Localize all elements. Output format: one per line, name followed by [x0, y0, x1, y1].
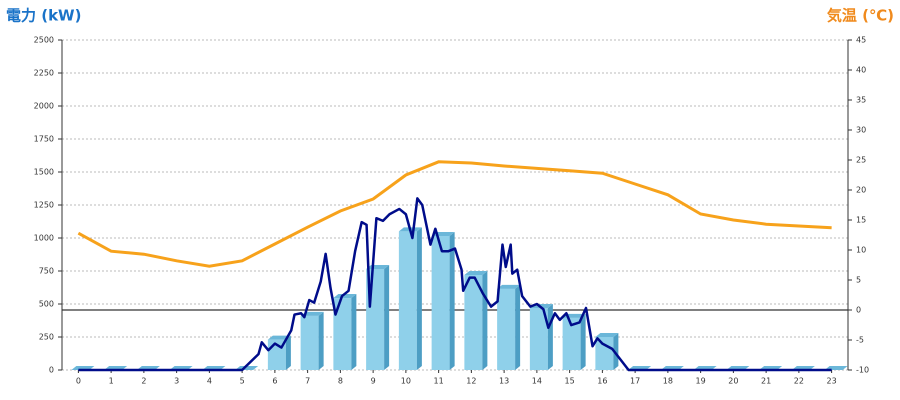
y-axis-title: 電力 (kW) — [6, 7, 81, 25]
bar-top — [497, 284, 521, 289]
y-tick-label: 250 — [39, 333, 54, 342]
x-tick-label: 4 — [207, 377, 212, 386]
bar — [300, 315, 319, 370]
temperature-line — [77, 160, 832, 268]
x-tick-label: 1 — [109, 377, 114, 386]
bar-side — [580, 313, 586, 370]
bar — [398, 231, 417, 370]
x-tick-label: 5 — [240, 377, 245, 386]
bar — [595, 337, 614, 370]
x-tick-label: 19 — [696, 377, 706, 386]
y2-axis-title: 気温 (℃) — [827, 7, 894, 25]
y2-tick-label: 5 — [856, 276, 861, 285]
y-tick-label: 500 — [39, 300, 54, 309]
x-tick-label: 6 — [272, 377, 277, 386]
y2-tick-label: 35 — [856, 96, 866, 105]
x-tick-label: 3 — [174, 377, 179, 386]
x-tick-label: 0 — [76, 377, 81, 386]
y2-tick-label: 20 — [856, 186, 866, 195]
y-tick-label: 1000 — [34, 234, 54, 243]
bar-side — [547, 303, 553, 370]
y2-tick-label: 25 — [856, 156, 866, 165]
bar-side — [318, 311, 324, 370]
bar — [562, 317, 581, 370]
x-tick-label: 20 — [728, 377, 738, 386]
x-tick-label: 11 — [434, 377, 444, 386]
y2-tick-label: 30 — [856, 126, 866, 135]
x-tick-label: 10 — [401, 377, 411, 386]
x-tick-label: 9 — [371, 377, 376, 386]
y2-tick-label: 10 — [856, 246, 866, 255]
y-tick-label: 2250 — [34, 69, 54, 78]
y2-tick-label: 0 — [856, 306, 861, 315]
x-tick-label: 23 — [827, 377, 837, 386]
bar-side — [515, 284, 521, 370]
x-tick-label: 21 — [761, 377, 771, 386]
y2-tick-label: 15 — [856, 216, 866, 225]
x-tick-label: 17 — [630, 377, 640, 386]
x-tick-label: 22 — [794, 377, 804, 386]
x-tick-label: 2 — [141, 377, 146, 386]
y-tick-label: 1250 — [34, 201, 54, 210]
y-tick-label: 2500 — [34, 36, 54, 45]
bar-side — [482, 270, 488, 370]
x-tick-label: 16 — [597, 377, 607, 386]
bar-top — [464, 270, 488, 275]
power-line — [78, 197, 832, 372]
y-tick-label: 0 — [49, 366, 54, 375]
y-tick-label: 750 — [39, 267, 54, 276]
x-tick-label: 15 — [565, 377, 575, 386]
bar-side — [285, 335, 291, 370]
bar — [497, 288, 516, 370]
bar — [464, 274, 483, 370]
bar — [431, 236, 450, 370]
bar-top — [595, 333, 619, 337]
bar-side — [351, 294, 357, 370]
bar-side — [613, 333, 619, 370]
y-tick-label: 2000 — [34, 102, 54, 111]
x-tick-label: 18 — [663, 377, 673, 386]
y2-tick-label: -5 — [856, 336, 864, 345]
x-tick-label: 7 — [305, 377, 310, 386]
bar-side — [384, 265, 390, 370]
x-tick-label: 12 — [466, 377, 476, 386]
bar-side — [449, 232, 455, 370]
bar-top — [333, 294, 357, 299]
y2-tick-label: -10 — [856, 366, 869, 375]
bar — [529, 307, 548, 370]
y2-tick-label: 40 — [856, 66, 866, 75]
y-tick-label: 1500 — [34, 168, 54, 177]
x-tick-label: 14 — [532, 377, 542, 386]
y-tick-label: 1750 — [34, 135, 54, 144]
bar-side — [416, 227, 422, 370]
bar — [333, 298, 352, 370]
x-tick-label: 8 — [338, 377, 343, 386]
y2-tick-label: 45 — [856, 36, 866, 45]
x-tick-label: 13 — [499, 377, 509, 386]
